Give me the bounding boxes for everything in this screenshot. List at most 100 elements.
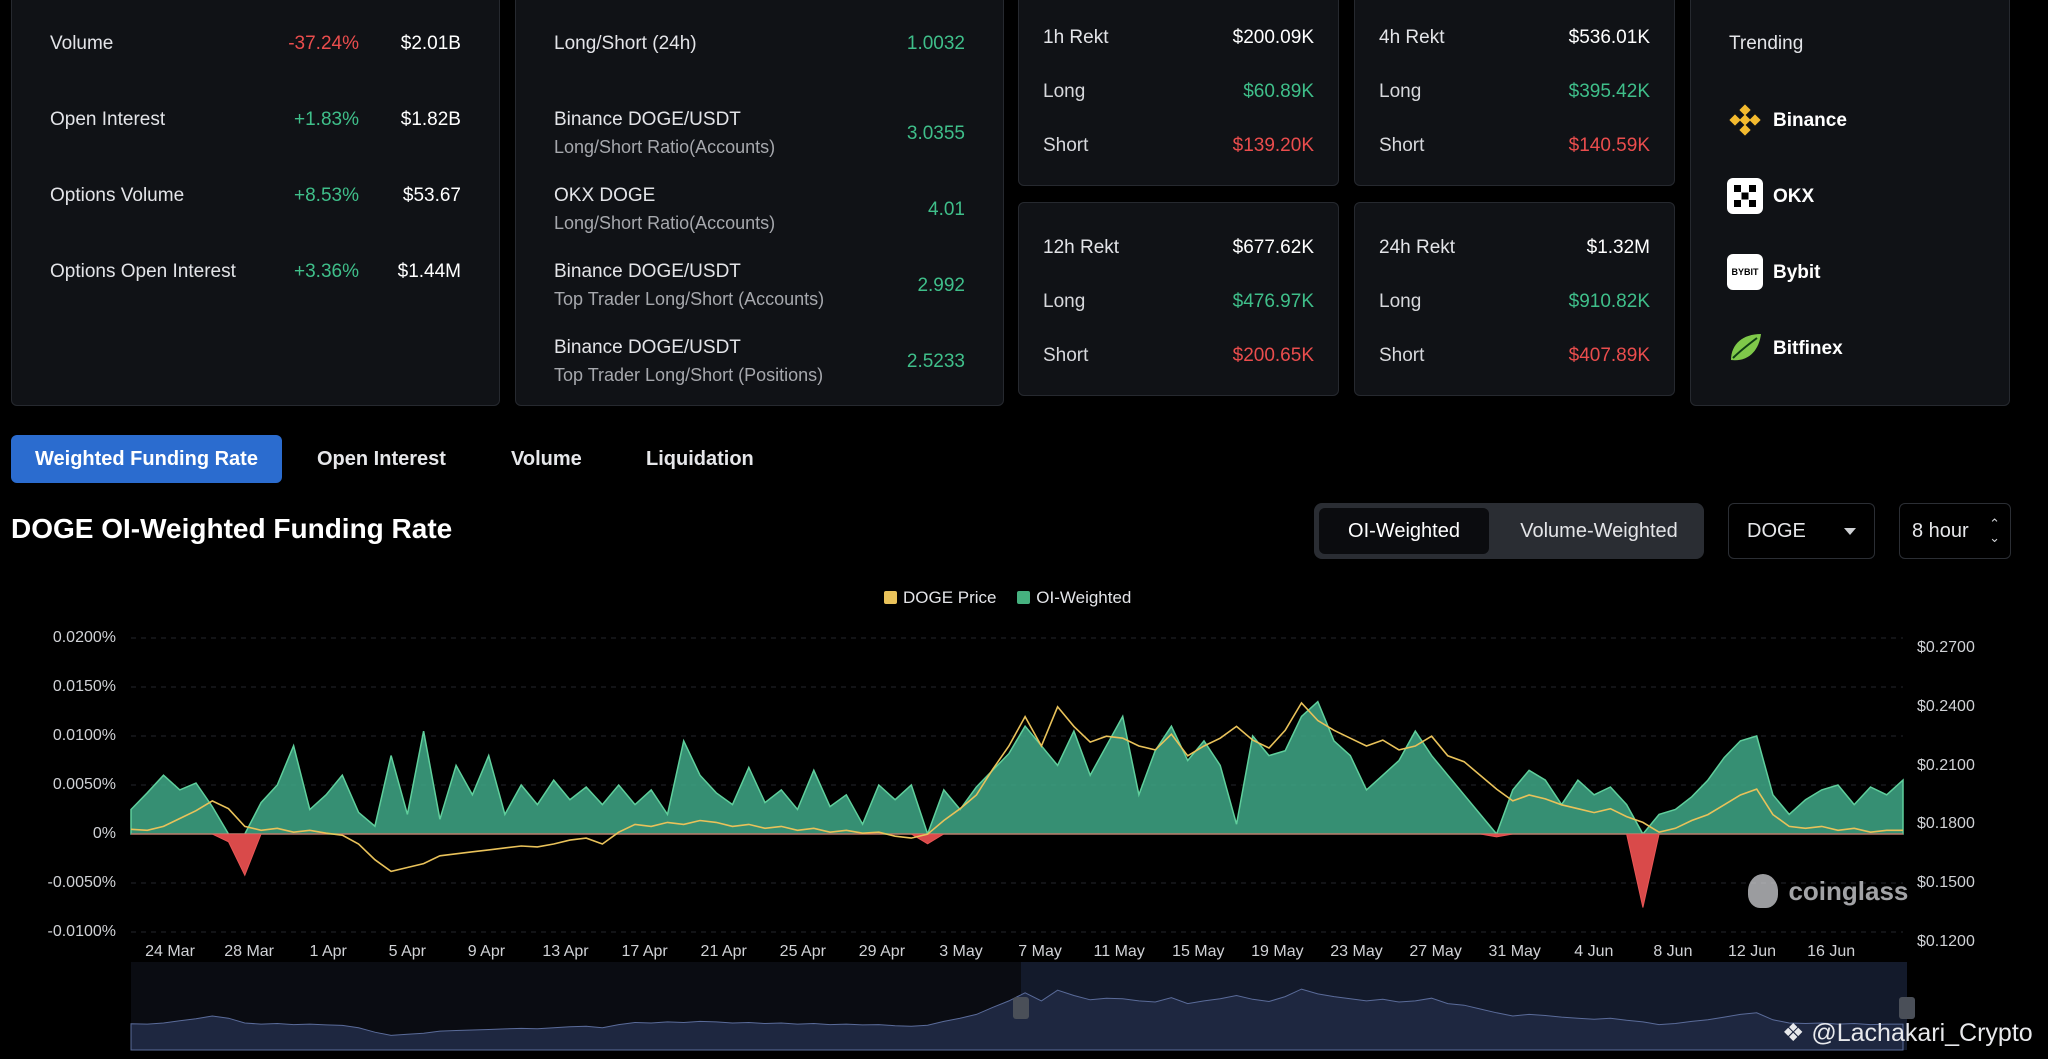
volume-weighted-button[interactable]: Volume-Weighted — [1520, 520, 1678, 542]
stat-row: Options Open Interest +3.36% $1.44M — [12, 261, 499, 291]
rekt-value: $395.42K — [1568, 81, 1650, 102]
tab-open-interest[interactable]: Open Interest — [317, 448, 446, 470]
rekt-label: Short — [1043, 345, 1089, 366]
y-right-tick-label: $0.1200 — [1917, 933, 1975, 950]
trending-exchange-name: OKX — [1773, 186, 1815, 207]
bybit-logo-icon: BYBIT — [1727, 254, 1763, 290]
rekt-row: Short $140.59K — [1355, 135, 1674, 161]
x-tick-label: 13 Apr — [542, 943, 589, 960]
rekt-row: Long $395.42K — [1355, 81, 1674, 107]
rekt-value: $407.89K — [1568, 345, 1650, 366]
y-left-tick-label: 0% — [92, 825, 116, 842]
ratio-row: Long/Short (24h) 1.0032 — [516, 33, 1003, 83]
rekt-row: 4h Rekt $536.01K — [1355, 27, 1674, 53]
chart-title: DOGE OI-Weighted Funding Rate — [11, 513, 453, 544]
interval-select-value: 8 hour — [1912, 520, 1969, 542]
oi-negative-area — [131, 833, 1903, 908]
x-tick-label: 23 May — [1330, 943, 1383, 960]
rekt-label: 24h Rekt — [1379, 237, 1456, 258]
ratio-sublabel: Top Trader Long/Short (Accounts) — [554, 289, 825, 309]
updown-chevron-icon: ⌃ ⌄ — [1989, 516, 2000, 545]
caret-down-icon — [1844, 528, 1856, 535]
rekt-value: $677.62K — [1232, 237, 1314, 258]
stat-value: $2.01B — [400, 33, 461, 54]
rekt-label: 1h Rekt — [1043, 27, 1109, 48]
okx-logo-icon — [1727, 178, 1763, 214]
x-tick-label: 24 Mar — [145, 943, 195, 960]
x-tick-label: 21 Apr — [700, 943, 747, 960]
stat-row: Open Interest +1.83% $1.82B — [12, 109, 499, 139]
ratio-sublabel: Long/Short Ratio(Accounts) — [554, 213, 776, 233]
rekt-card: 4h Rekt $536.01K Long $395.42K Short $140.59K — [1354, 0, 1675, 186]
oi-swatch — [1017, 591, 1031, 604]
x-tick-label: 7 May — [1018, 943, 1062, 960]
ratio-value: 3.0355 — [906, 123, 965, 144]
ratio-value: 2.992 — [917, 275, 965, 296]
rekt-row: Short $200.65K — [1019, 345, 1338, 371]
rekt-value: $140.59K — [1568, 135, 1650, 156]
stat-value: $1.82B — [400, 109, 461, 130]
range-handle-left[interactable] — [1013, 997, 1029, 1019]
chart-legend: DOGE Price OI-Weighted — [884, 588, 1131, 608]
stat-label: Volume — [50, 33, 114, 54]
ratio-label: Binance DOGE/USDT — [554, 261, 741, 282]
y-left-tick-label: -0.0050% — [47, 874, 117, 891]
coin-select[interactable]: DOGE — [1728, 503, 1875, 559]
rekt-row: 24h Rekt $1.32M — [1355, 237, 1674, 263]
stat-row: Volume -37.24% $2.01B — [12, 33, 499, 63]
market-stats-card: Volume -37.24% $2.01B Open Interest +1.83% $1… — [11, 0, 500, 406]
ratio-value: 2.5233 — [906, 351, 965, 372]
ratio-value: 4.01 — [928, 199, 965, 220]
rekt-card: 1h Rekt $200.09K Long $60.89K Short $139.20K — [1018, 0, 1339, 186]
rekt-label: Long — [1043, 291, 1086, 312]
ratio-row: Binance DOGE/USDT Long/Short Ratio(Accoun… — [516, 109, 1003, 159]
x-tick-label: 3 May — [939, 943, 983, 960]
legend-item-price[interactable]: DOGE Price — [884, 588, 997, 607]
stat-value: $53.67 — [402, 185, 461, 206]
rekt-label: 4h Rekt — [1379, 27, 1445, 48]
ratio-row: Binance DOGE/USDT Top Trader Long/Short (… — [516, 337, 1003, 387]
ratio-row: Binance DOGE/USDT Top Trader Long/Short (… — [516, 261, 1003, 311]
legend-price-label: DOGE Price — [903, 588, 997, 607]
binance-logo-icon — [1727, 102, 1763, 138]
x-tick-label: 12 Jun — [1727, 943, 1777, 960]
rekt-row: Short $407.89K — [1355, 345, 1674, 371]
rekt-value: $139.20K — [1232, 135, 1314, 156]
rekt-row: Long $476.97K — [1019, 291, 1338, 317]
tab-liquidation[interactable]: Liquidation — [646, 448, 754, 470]
x-tick-label: 8 Jun — [1653, 943, 1693, 960]
ratio-sublabel: Top Trader Long/Short (Positions) — [554, 365, 824, 385]
legend-item-oi[interactable]: OI-Weighted — [1017, 588, 1131, 607]
long-short-ratios-card: Long/Short (24h) 1.0032 Binance DOGE/USDT L… — [515, 0, 1004, 406]
x-tick-label: 19 May — [1251, 943, 1304, 960]
ratio-label: Long/Short (24h) — [554, 33, 697, 54]
y-right-tick-label: $0.1500 — [1917, 874, 1975, 892]
trending-exchange-name: Bitfinex — [1773, 338, 1843, 359]
rekt-card: 12h Rekt $677.62K Long $476.97K Short $200.65… — [1018, 202, 1339, 396]
x-tick-label: 28 Mar — [224, 943, 274, 960]
x-tick-label: 15 May — [1172, 943, 1225, 960]
y-right-tick-label: $0.2700 — [1917, 639, 1975, 656]
x-tick-label: 25 Apr — [779, 943, 826, 960]
rekt-value: $200.09K — [1232, 27, 1314, 48]
rekt-value: $536.01K — [1568, 27, 1650, 48]
stat-change: +1.83% — [294, 109, 359, 130]
stat-change: +8.53% — [294, 185, 359, 206]
range-handle-right[interactable] — [1899, 997, 1915, 1019]
stat-label: Options Open Interest — [50, 261, 236, 282]
rekt-card: 24h Rekt $1.32M Long $910.82K Short $407.89K — [1354, 202, 1675, 396]
ratio-sublabel: Long/Short Ratio(Accounts) — [554, 137, 776, 157]
rekt-value: $476.97K — [1232, 291, 1314, 312]
rekt-label: Long — [1379, 81, 1422, 102]
trending-exchange-name: Binance — [1773, 110, 1847, 131]
interval-select[interactable]: 8 hour ⌃ ⌄ — [1899, 503, 2011, 559]
legend-oi-label: OI-Weighted — [1036, 588, 1132, 607]
ratio-label: OKX DOGE — [554, 185, 656, 206]
rekt-row: Short $139.20K — [1019, 135, 1338, 161]
oi-positive-area — [130, 700, 1904, 837]
tab-weighted-funding-rate[interactable]: Weighted Funding Rate — [11, 435, 282, 483]
tab-volume[interactable]: Volume — [511, 448, 582, 470]
ratio-label: Binance DOGE/USDT — [554, 109, 741, 130]
oi-weighted-button[interactable]: OI-Weighted — [1319, 508, 1489, 554]
y-left-tick-label: 0.0150% — [52, 678, 116, 695]
